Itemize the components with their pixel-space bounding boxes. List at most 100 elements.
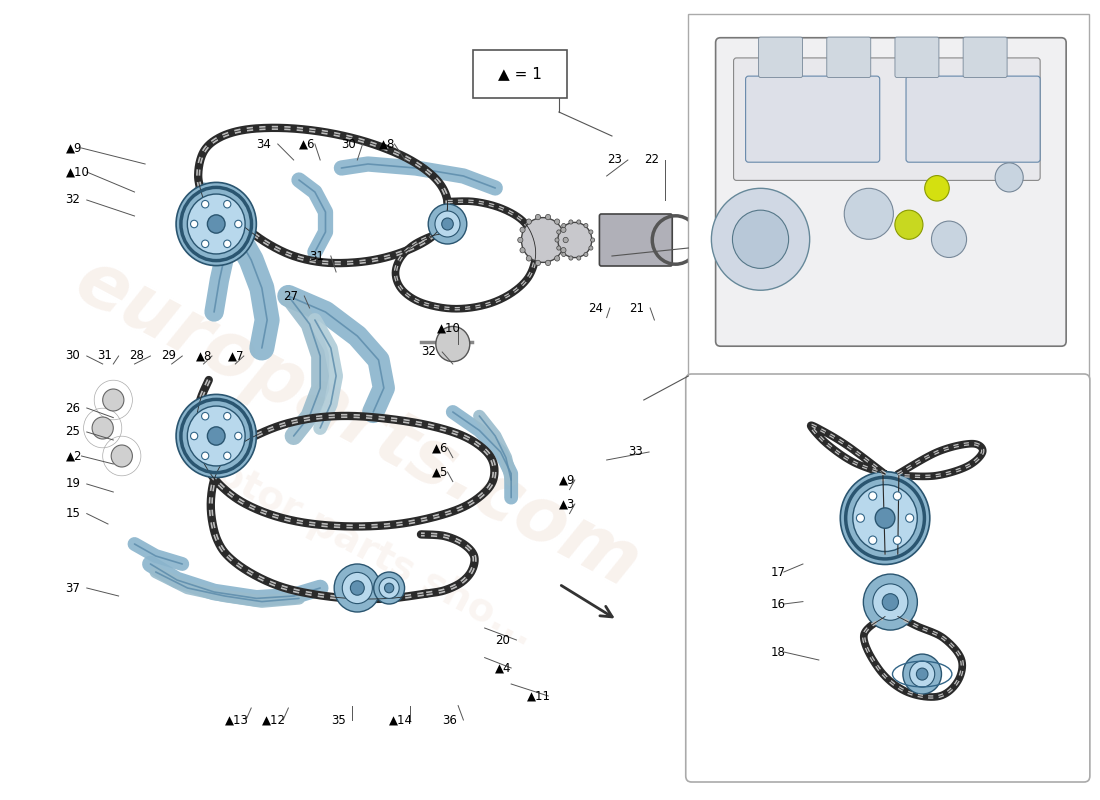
Circle shape bbox=[864, 574, 917, 630]
Circle shape bbox=[893, 492, 901, 500]
Circle shape bbox=[102, 389, 124, 411]
Circle shape bbox=[712, 188, 810, 290]
Text: ▲6: ▲6 bbox=[299, 138, 316, 150]
Text: 27: 27 bbox=[283, 290, 298, 302]
Text: 34: 34 bbox=[256, 138, 272, 150]
Text: 32: 32 bbox=[421, 346, 436, 358]
Circle shape bbox=[234, 220, 242, 228]
Text: ▲10: ▲10 bbox=[437, 322, 461, 334]
Circle shape bbox=[176, 182, 256, 266]
Text: 24: 24 bbox=[588, 302, 604, 314]
Text: ▲13: ▲13 bbox=[224, 714, 249, 726]
Text: ▲4: ▲4 bbox=[495, 662, 512, 674]
Text: ▲2: ▲2 bbox=[66, 450, 82, 462]
Circle shape bbox=[557, 246, 561, 250]
Text: ▲8: ▲8 bbox=[196, 350, 212, 362]
Circle shape bbox=[561, 247, 566, 253]
Text: 17: 17 bbox=[771, 566, 786, 578]
Circle shape bbox=[876, 508, 895, 528]
FancyBboxPatch shape bbox=[685, 374, 1090, 782]
Circle shape bbox=[932, 221, 967, 258]
Text: ▲7: ▲7 bbox=[228, 350, 244, 362]
Circle shape bbox=[869, 492, 877, 500]
Text: 20: 20 bbox=[495, 634, 510, 646]
Text: 16: 16 bbox=[771, 598, 786, 610]
Circle shape bbox=[563, 238, 569, 242]
Circle shape bbox=[201, 413, 209, 420]
Circle shape bbox=[844, 188, 893, 239]
Circle shape bbox=[208, 215, 226, 233]
Circle shape bbox=[576, 256, 581, 260]
Text: 28: 28 bbox=[129, 350, 144, 362]
Circle shape bbox=[554, 219, 560, 224]
Circle shape bbox=[201, 240, 209, 247]
Circle shape bbox=[925, 175, 949, 201]
Circle shape bbox=[588, 230, 593, 234]
Text: 22: 22 bbox=[644, 154, 659, 166]
Text: ▲14: ▲14 bbox=[389, 714, 414, 726]
Circle shape bbox=[857, 514, 865, 522]
Circle shape bbox=[903, 654, 942, 694]
Circle shape bbox=[872, 584, 908, 620]
Circle shape bbox=[442, 218, 453, 230]
Circle shape bbox=[916, 668, 928, 680]
Circle shape bbox=[223, 452, 231, 459]
FancyBboxPatch shape bbox=[600, 214, 672, 266]
Circle shape bbox=[569, 220, 573, 224]
Circle shape bbox=[208, 427, 226, 445]
Text: 30: 30 bbox=[66, 350, 80, 362]
Text: ▲10: ▲10 bbox=[66, 166, 89, 178]
Text: 31: 31 bbox=[98, 350, 112, 362]
FancyBboxPatch shape bbox=[746, 76, 880, 162]
Circle shape bbox=[223, 413, 231, 420]
Text: 21: 21 bbox=[629, 302, 644, 314]
Text: 35: 35 bbox=[331, 714, 345, 726]
Circle shape bbox=[428, 204, 466, 244]
Circle shape bbox=[187, 406, 245, 466]
Text: ▲3: ▲3 bbox=[559, 498, 575, 510]
Circle shape bbox=[92, 417, 113, 439]
Circle shape bbox=[111, 445, 132, 467]
Text: ▲6: ▲6 bbox=[431, 442, 448, 454]
Circle shape bbox=[584, 252, 588, 257]
Circle shape bbox=[374, 572, 405, 604]
Text: ▲9: ▲9 bbox=[66, 142, 82, 154]
Circle shape bbox=[234, 432, 242, 440]
Text: motor parts sho...: motor parts sho... bbox=[174, 434, 541, 654]
Circle shape bbox=[733, 210, 789, 268]
Circle shape bbox=[869, 536, 877, 544]
Text: ▲9: ▲9 bbox=[559, 474, 575, 486]
Text: 31: 31 bbox=[309, 250, 324, 262]
Circle shape bbox=[190, 432, 198, 440]
Text: ▲5: ▲5 bbox=[431, 466, 448, 478]
Circle shape bbox=[436, 326, 470, 362]
Circle shape bbox=[536, 214, 540, 220]
Circle shape bbox=[905, 514, 914, 522]
Circle shape bbox=[554, 256, 560, 261]
Circle shape bbox=[996, 163, 1023, 192]
Circle shape bbox=[536, 260, 540, 266]
Text: europarts.com: europarts.com bbox=[63, 244, 652, 604]
Circle shape bbox=[520, 247, 525, 253]
Circle shape bbox=[557, 230, 561, 234]
Circle shape bbox=[385, 583, 394, 593]
Circle shape bbox=[521, 218, 564, 262]
FancyBboxPatch shape bbox=[759, 37, 803, 78]
Circle shape bbox=[351, 581, 364, 595]
Circle shape bbox=[518, 238, 522, 242]
Circle shape bbox=[893, 536, 901, 544]
Text: 32: 32 bbox=[66, 194, 80, 206]
Text: 19: 19 bbox=[66, 478, 80, 490]
Text: 36: 36 bbox=[442, 714, 458, 726]
Text: 18: 18 bbox=[771, 646, 786, 658]
Circle shape bbox=[561, 227, 566, 233]
Text: 15: 15 bbox=[66, 507, 80, 520]
Text: 23: 23 bbox=[606, 154, 621, 166]
Text: ▲12: ▲12 bbox=[262, 714, 286, 726]
Circle shape bbox=[852, 485, 917, 551]
Text: 25: 25 bbox=[66, 426, 80, 438]
Circle shape bbox=[176, 394, 256, 478]
Circle shape bbox=[190, 220, 198, 228]
Circle shape bbox=[910, 661, 935, 687]
Circle shape bbox=[201, 452, 209, 459]
